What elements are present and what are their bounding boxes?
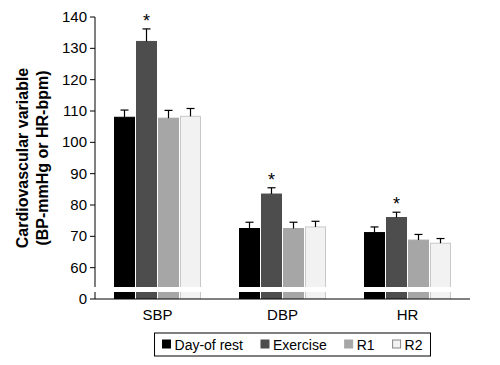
- bars: [115, 29, 451, 299]
- error-cap: [246, 222, 254, 223]
- error-stem: [249, 222, 250, 228]
- error-cap: [290, 222, 298, 223]
- error-stem: [190, 108, 191, 116]
- error-stem: [168, 110, 169, 118]
- tick-label: 100: [62, 133, 87, 150]
- error-stem: [293, 222, 294, 228]
- error-bar: [437, 239, 445, 244]
- legend: Day-of rest Exercise R1 R2: [155, 333, 431, 356]
- tick-label: 120: [62, 71, 87, 88]
- bar: [159, 118, 179, 299]
- tick: [90, 173, 95, 174]
- error-bar: [246, 222, 254, 228]
- error-cap: [415, 234, 423, 235]
- category-label: SBP: [142, 306, 172, 323]
- y-axis: 0 60 70 80 90 100 110 120 130 140: [62, 8, 95, 307]
- axis-line: [95, 292, 96, 299]
- tick-label: 130: [62, 39, 87, 56]
- bar: [387, 218, 407, 299]
- axis-line: [95, 17, 96, 287]
- bar: [181, 116, 201, 299]
- error-bar: [121, 110, 129, 117]
- x-axis-line: [95, 299, 470, 300]
- error-cap: [437, 238, 445, 239]
- error-stem: [440, 239, 441, 244]
- tick: [90, 267, 95, 268]
- legend-label: R1: [357, 337, 375, 353]
- tick: [90, 17, 95, 18]
- tick-label: 80: [70, 196, 87, 213]
- error-stem: [124, 110, 125, 117]
- error-cap: [371, 226, 379, 227]
- tick-label: 60: [70, 259, 87, 276]
- error-bar: [290, 222, 298, 228]
- chart: * * * 0 60 70 80 90 100 110 120 130 140 Cardiovascula…: [0, 0, 500, 365]
- tick-label: 140: [62, 8, 87, 25]
- legend-label: Day-of rest: [175, 337, 244, 353]
- legend-label: Exercise: [273, 337, 327, 353]
- tick-label: 110: [63, 102, 87, 119]
- tick: [90, 205, 95, 206]
- tick-label: 90: [70, 165, 87, 182]
- error-cap: [121, 109, 129, 110]
- bar: [137, 41, 157, 299]
- significance: *: [143, 11, 150, 31]
- error-cap: [165, 110, 173, 111]
- error-bar: [312, 221, 320, 227]
- tick-label: 70: [70, 227, 87, 244]
- error-cap: [187, 108, 195, 109]
- legend-label: R2: [405, 337, 423, 353]
- legend-swatch: [345, 340, 353, 348]
- tick-label: 0: [79, 290, 87, 307]
- tick: [90, 79, 95, 80]
- error-bar: [371, 227, 379, 233]
- tick: [90, 299, 95, 300]
- bar: [115, 117, 135, 299]
- bar: [262, 194, 282, 299]
- axis-break: [85, 287, 470, 292]
- legend-swatch: [163, 340, 171, 348]
- error-bar: [187, 108, 195, 116]
- legend-swatch: [261, 340, 269, 348]
- y-label: Cardiovascular variable(BP-mmHg or HR-bp…: [14, 68, 51, 249]
- tick: [90, 142, 95, 143]
- error-stem: [374, 227, 375, 233]
- annotations: * * *: [143, 11, 400, 214]
- error-bar: [165, 110, 173, 118]
- error-cap: [312, 221, 320, 222]
- tick: [90, 111, 95, 112]
- tick: [90, 48, 95, 49]
- error-stem: [315, 221, 316, 227]
- category-label: HR: [397, 306, 419, 323]
- tick: [90, 236, 95, 237]
- error-bar: [415, 234, 423, 240]
- y-label-line: (BP-mmHg or HR-bpm): [34, 70, 51, 245]
- significance: *: [393, 194, 400, 214]
- legend-swatch: [393, 340, 401, 348]
- error-stem: [418, 234, 419, 240]
- y-label-line: Cardiovascular variable: [14, 68, 31, 249]
- significance: *: [268, 170, 275, 190]
- category-label: DBP: [267, 306, 298, 323]
- legend-box: [155, 333, 431, 356]
